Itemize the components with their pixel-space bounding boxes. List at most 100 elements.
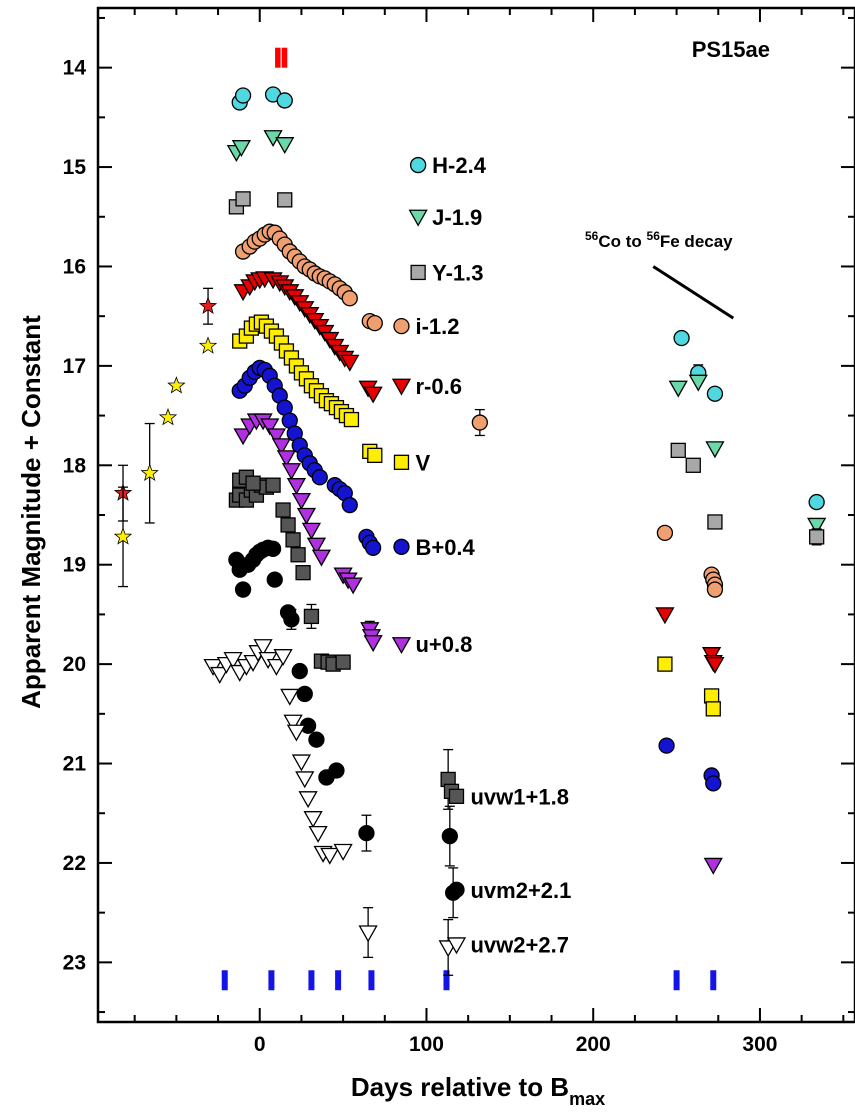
epoch-tick: [268, 970, 275, 991]
data-point: [234, 87, 252, 104]
data-point: [657, 656, 673, 672]
data-point: [285, 532, 301, 548]
data-point: [656, 524, 674, 542]
y-tick-label: 18: [63, 454, 87, 477]
series-u-0-8: [233, 413, 723, 875]
band-label-text: Y-1.3: [432, 260, 483, 285]
data-point: [113, 527, 133, 545]
data-point: [290, 547, 306, 563]
series-v: [232, 314, 721, 717]
chart-title: PS15ae: [692, 37, 770, 62]
band-labels: H-2.4 J-1.9 Y-1.3 i-1.2 r-0.6 V B+0.4 u+0.8 uvw1…: [391, 153, 571, 957]
data-point: [264, 540, 282, 557]
data-point: [266, 658, 287, 676]
data-point: [335, 654, 351, 670]
data-point: [223, 651, 243, 669]
data-point: [311, 469, 328, 486]
data-point: [235, 191, 251, 207]
band-label-text: uvw2+2.7: [470, 932, 568, 957]
data-point: [393, 454, 410, 470]
data-point: [705, 701, 721, 717]
x-tick-label: 300: [742, 1033, 777, 1056]
data-point: [271, 438, 292, 456]
data-point: [303, 608, 320, 625]
series-uvw2-2-7: [203, 639, 458, 976]
spectrum-tick: [275, 47, 281, 68]
data-point: [198, 336, 218, 354]
data-point: [283, 714, 303, 732]
data-point: [275, 137, 295, 155]
epoch-tick: [368, 970, 375, 991]
data-point: [658, 737, 675, 754]
data-point: [358, 925, 378, 943]
data-point: [280, 688, 300, 706]
y-tick-label: 22: [63, 852, 86, 875]
data-point: [167, 376, 186, 394]
epoch-tick: [710, 970, 717, 991]
data-point: [341, 290, 358, 307]
data-point: [277, 192, 293, 208]
data-point: [296, 507, 317, 525]
epoch-tick: [335, 970, 342, 991]
x-axis-label: Days relative to Bmax: [351, 1072, 605, 1109]
y-axis-label: Apparent Magnitude + Constant: [16, 315, 46, 709]
series-h-2-4: [231, 86, 825, 511]
epoch-tick: [673, 970, 680, 991]
data-point: [706, 581, 724, 598]
data-point: [140, 463, 159, 482]
data-point: [303, 811, 323, 829]
data-point: [688, 374, 708, 392]
data-point: [291, 754, 312, 772]
epoch-tick: [443, 970, 450, 991]
data-point: [296, 685, 313, 703]
band-label-text: V: [415, 450, 430, 475]
data-point: [275, 502, 291, 518]
data-point: [234, 581, 252, 598]
data-point: [391, 378, 412, 396]
data-point: [703, 688, 720, 704]
decay-slope-line: [652, 265, 735, 320]
data-point: [471, 414, 488, 431]
data-point: [343, 577, 363, 595]
data-point: [320, 847, 340, 865]
data-point: [391, 637, 412, 655]
data-point: [260, 418, 280, 436]
band-label-text: B+0.4: [415, 535, 475, 560]
data-point: [265, 477, 281, 493]
data-marks: [113, 86, 827, 976]
data-point: [808, 529, 825, 545]
data-point: [308, 731, 325, 748]
data-point: [286, 478, 307, 495]
data-point: [673, 329, 690, 347]
y-tick-label: 21: [63, 753, 87, 776]
data-point: [253, 639, 273, 657]
data-point: [668, 380, 688, 398]
y-tick-label: 19: [63, 554, 86, 577]
data-point: [363, 635, 383, 653]
data-point: [705, 441, 725, 459]
data-point: [363, 386, 383, 404]
data-point: [358, 824, 375, 842]
data-point: [280, 517, 296, 533]
decay-label: 56Co to 56Fe decay: [585, 229, 733, 251]
data-point: [441, 827, 458, 845]
annotations: 56Co to 56Fe decay: [221, 47, 735, 991]
series-y-1-3: [228, 191, 825, 546]
epoch-tick: [308, 970, 315, 991]
data-point: [408, 209, 428, 227]
data-point: [685, 457, 701, 473]
data-point: [273, 649, 293, 666]
series-j-1-9: [226, 130, 827, 535]
data-point: [301, 522, 322, 540]
data-point: [298, 791, 318, 809]
data-point: [231, 140, 252, 157]
data-point: [448, 881, 465, 898]
data-point: [364, 539, 382, 556]
series-i-1-2: [234, 223, 724, 598]
data-point: [276, 92, 293, 109]
data-point: [410, 264, 426, 281]
data-point: [670, 442, 686, 459]
data-point: [266, 571, 283, 588]
y-tick-label: 17: [63, 355, 86, 378]
